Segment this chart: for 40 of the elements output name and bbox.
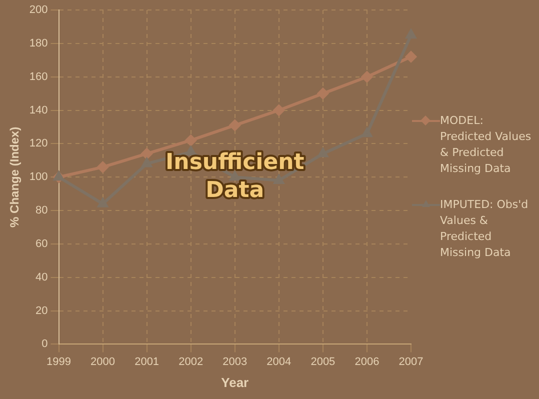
point xyxy=(54,172,64,181)
x-tick-label: 2000 xyxy=(90,356,116,368)
y-tick-label: 60 xyxy=(36,238,48,250)
point xyxy=(362,128,372,138)
x-tick-label: 2004 xyxy=(266,356,292,368)
point xyxy=(230,172,240,181)
point xyxy=(318,148,328,158)
y-tick-label: 40 xyxy=(36,271,48,284)
point xyxy=(141,148,152,160)
point xyxy=(229,120,240,131)
x-tick-label: 2002 xyxy=(178,356,204,368)
point xyxy=(361,71,372,82)
y-tick-label: 180 xyxy=(29,37,48,50)
point xyxy=(98,198,108,208)
x-tick-label: 2005 xyxy=(310,356,336,368)
x-axis-title: Year xyxy=(221,374,249,390)
annotation: Insufficient Data xyxy=(165,150,305,203)
point xyxy=(142,158,152,168)
x-tick-label: 2003 xyxy=(222,356,248,368)
point xyxy=(185,134,196,146)
x-tick-label: 1999 xyxy=(46,356,71,368)
x-tick-label: 2001 xyxy=(134,356,160,368)
y-tick-label: 20 xyxy=(36,304,48,317)
y-tick-label: 140 xyxy=(29,104,48,116)
point xyxy=(273,104,284,116)
y-tick-label: 100 xyxy=(29,171,48,184)
legend-label: IMPUTED: Obs'd Values & Predicted Missing Data xyxy=(440,197,530,261)
point xyxy=(97,162,108,173)
y-tick-label: 80 xyxy=(36,204,48,217)
point xyxy=(406,51,416,62)
y-axis-title: % Change (Index) xyxy=(8,126,22,228)
point xyxy=(317,88,328,100)
x-tick-label: 2007 xyxy=(398,356,424,368)
y-tick-label: 200 xyxy=(29,4,48,16)
y-tick-label: 160 xyxy=(29,70,48,83)
x-tick-label: 2006 xyxy=(354,356,380,368)
legend-label: MODEL: Predicted Values & Predicted Missing Data xyxy=(440,113,532,177)
point xyxy=(274,174,284,184)
y-tick-label: 120 xyxy=(29,138,48,150)
y-tick-label: 0 xyxy=(42,338,48,350)
